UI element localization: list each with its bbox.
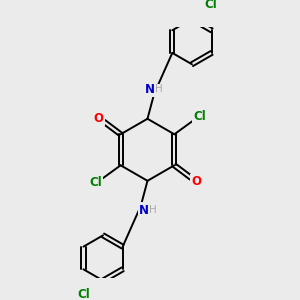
Text: Cl: Cl [193, 110, 206, 123]
Text: Cl: Cl [77, 288, 90, 300]
Text: H: H [148, 205, 156, 215]
Text: N: N [139, 204, 149, 217]
Text: H: H [154, 84, 162, 94]
Text: O: O [191, 175, 201, 188]
Text: Cl: Cl [89, 176, 102, 189]
Text: O: O [94, 112, 104, 125]
Text: Cl: Cl [205, 0, 217, 11]
Text: N: N [145, 83, 155, 96]
